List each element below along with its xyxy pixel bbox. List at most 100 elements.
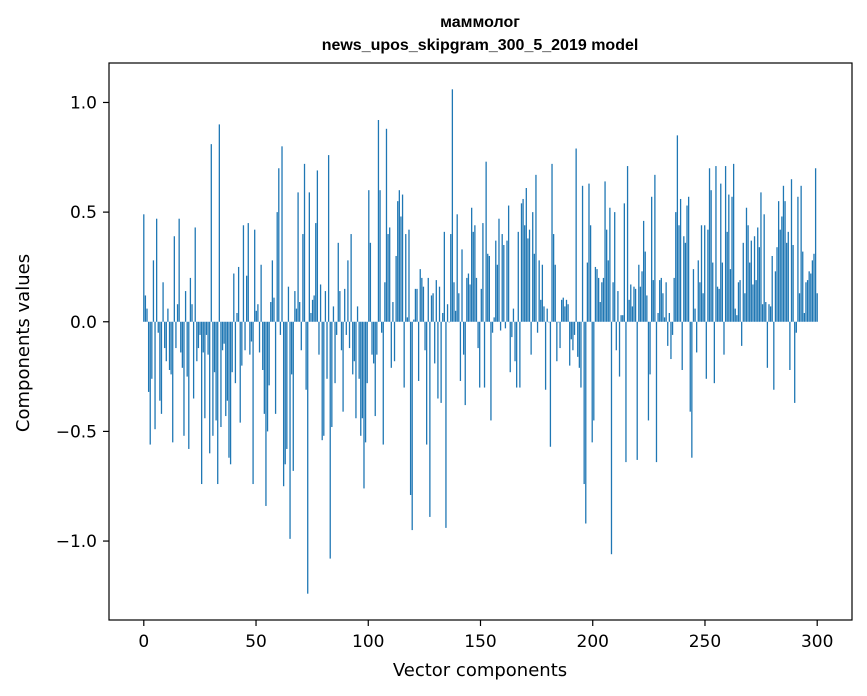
bar [440, 321, 442, 403]
bar [781, 216, 783, 322]
bar [506, 240, 508, 322]
bar [384, 282, 386, 322]
bar [149, 321, 151, 445]
bar [249, 321, 251, 355]
bar [297, 192, 299, 322]
bar [316, 170, 319, 322]
bar [434, 321, 436, 364]
bar [426, 321, 428, 445]
bar [702, 293, 704, 322]
bar [246, 275, 248, 322]
bar [528, 229, 531, 322]
bar [475, 277, 478, 322]
x-tick-label: 250 [689, 632, 721, 652]
bar [769, 306, 772, 322]
bar [530, 321, 532, 355]
bar [233, 273, 235, 322]
bar [589, 225, 592, 322]
bar [419, 269, 421, 322]
bar [480, 288, 482, 322]
bar [417, 321, 420, 381]
bar [461, 249, 463, 322]
bar [381, 321, 383, 333]
bar [299, 302, 301, 322]
bar [321, 321, 323, 441]
bar [532, 212, 534, 322]
bar [215, 321, 217, 421]
bar [646, 295, 648, 322]
bar [795, 321, 797, 333]
bar [580, 321, 582, 388]
bar [660, 277, 662, 322]
bar [721, 262, 724, 322]
bar [292, 321, 294, 471]
bar [178, 218, 180, 322]
bar [679, 198, 682, 322]
x-tick-label: 0 [138, 632, 149, 652]
bar [355, 321, 357, 419]
bar [577, 321, 579, 357]
bar [813, 253, 815, 322]
bar [755, 280, 757, 322]
bar [742, 242, 744, 322]
bar [499, 321, 502, 331]
bar [413, 319, 415, 322]
bar [186, 321, 188, 377]
bar [369, 242, 372, 322]
bar [319, 284, 322, 322]
bar [382, 321, 384, 445]
bar [737, 282, 740, 322]
bar [400, 216, 402, 322]
bar [471, 207, 473, 322]
y-tick-label: 1.0 [70, 93, 97, 113]
bar [535, 174, 537, 322]
bar [485, 161, 487, 322]
bar [197, 321, 200, 349]
bar [273, 297, 275, 322]
bar [641, 271, 643, 322]
bar [588, 183, 590, 322]
bar [663, 317, 666, 322]
bar [630, 284, 632, 322]
bar [446, 304, 449, 322]
bar [416, 288, 418, 322]
bar [144, 295, 147, 322]
bar [520, 203, 523, 322]
bar [570, 321, 572, 340]
bar [509, 321, 511, 373]
bar [524, 225, 526, 322]
bar [651, 196, 653, 322]
bar [244, 321, 246, 351]
bar [221, 321, 224, 351]
bar [487, 253, 489, 322]
bar [659, 280, 661, 322]
bar [552, 234, 555, 322]
bar [260, 264, 262, 322]
bar [741, 321, 743, 346]
bar [732, 163, 735, 322]
bar [765, 302, 767, 322]
bar [392, 302, 394, 322]
bar [210, 144, 212, 322]
bar [180, 321, 182, 353]
bar [597, 277, 600, 322]
bar [374, 321, 376, 417]
bar [792, 245, 794, 322]
bar [467, 273, 470, 322]
bar [239, 321, 241, 423]
bar [430, 295, 433, 322]
bar [671, 321, 674, 335]
bar [501, 234, 503, 322]
bar [773, 321, 775, 390]
bar [156, 218, 158, 322]
bar [700, 225, 703, 322]
bar [300, 321, 302, 351]
bar [199, 321, 201, 335]
bar [167, 308, 169, 322]
bar [554, 264, 556, 322]
bar [201, 321, 203, 485]
bar [620, 315, 622, 322]
bar [533, 253, 535, 322]
bar [736, 315, 738, 322]
bar [744, 293, 746, 322]
